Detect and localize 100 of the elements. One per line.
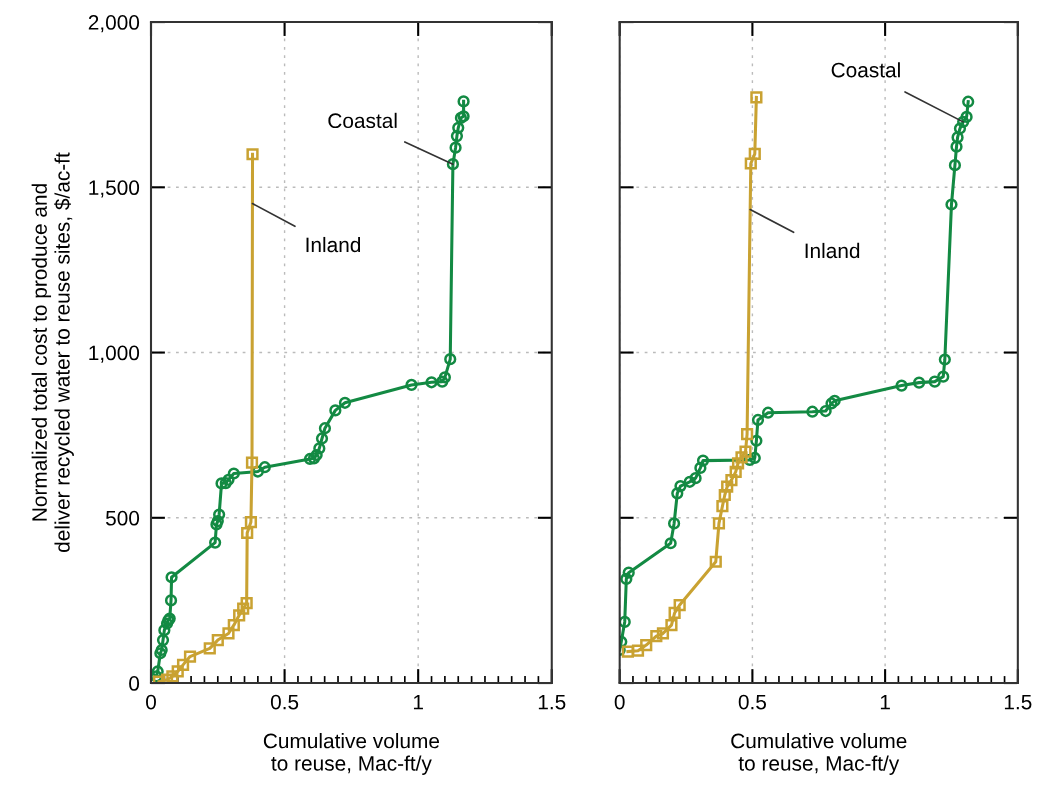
point — [709, 555, 722, 568]
x-tick-label: 0.5 — [270, 694, 299, 710]
x-tick-label: 1.5 — [538, 694, 566, 710]
point — [338, 396, 352, 409]
point — [436, 375, 449, 388]
point — [631, 644, 645, 657]
y-tick-label: 1,500 — [89, 180, 140, 198]
point — [962, 95, 975, 108]
point — [650, 630, 663, 643]
point — [619, 615, 631, 629]
point — [945, 198, 958, 211]
point — [620, 572, 633, 586]
point — [318, 422, 332, 435]
point — [622, 566, 635, 579]
point — [158, 624, 171, 637]
point — [912, 376, 926, 389]
point — [244, 515, 258, 529]
point — [165, 571, 178, 584]
x-tick-label: 0.5 — [738, 694, 767, 710]
point — [222, 473, 235, 486]
point — [233, 609, 246, 622]
point — [806, 405, 819, 418]
point — [241, 526, 254, 540]
point — [215, 477, 228, 490]
point — [895, 379, 908, 392]
point — [740, 428, 754, 441]
point — [156, 633, 170, 647]
point — [203, 642, 216, 655]
point — [761, 406, 775, 419]
point — [819, 404, 832, 418]
point — [211, 514, 224, 528]
point — [729, 465, 742, 478]
point — [450, 129, 464, 143]
point — [751, 413, 765, 427]
point — [444, 353, 457, 366]
point — [716, 500, 729, 513]
point — [183, 650, 197, 663]
point — [211, 633, 224, 647]
point — [950, 140, 963, 153]
point — [155, 643, 168, 657]
point — [951, 131, 964, 144]
point — [222, 627, 235, 640]
point — [227, 619, 240, 632]
x-axis-title: Cumulative volume to reuse, Mac-ft/y — [263, 733, 440, 775]
point — [240, 596, 253, 610]
point — [689, 472, 702, 485]
point — [735, 451, 748, 464]
point — [446, 158, 460, 171]
point — [731, 457, 745, 470]
point — [664, 537, 677, 550]
point — [307, 452, 321, 465]
point — [237, 602, 250, 615]
point — [425, 376, 438, 389]
point — [313, 442, 326, 455]
point — [171, 665, 184, 678]
point — [948, 159, 962, 172]
point — [938, 353, 951, 366]
point — [227, 467, 240, 480]
point — [210, 518, 223, 531]
point — [258, 461, 271, 474]
y-axis-title: Normalized total cost to produce and deliver recycled water to reuse sites, $/ac-ft — [31, 152, 74, 552]
point — [748, 147, 761, 161]
x-tick-label: 0 — [146, 694, 156, 710]
point — [438, 371, 451, 384]
point — [405, 378, 418, 392]
y-tick-label: 1,000 — [89, 345, 140, 363]
point — [219, 476, 232, 490]
point — [329, 404, 342, 417]
point — [696, 454, 710, 467]
point — [937, 370, 950, 383]
point — [671, 487, 684, 500]
point — [452, 121, 465, 134]
point — [303, 452, 317, 466]
point — [667, 517, 681, 530]
point — [176, 658, 190, 671]
point — [960, 110, 973, 124]
point — [457, 95, 470, 108]
point — [953, 122, 967, 135]
point — [718, 488, 731, 502]
y-tick-label: 0 — [129, 676, 140, 691]
point — [164, 594, 178, 607]
point — [449, 141, 462, 154]
point — [725, 474, 738, 487]
point — [621, 645, 635, 658]
point — [213, 508, 226, 521]
point — [683, 475, 696, 488]
text: Coastal — [328, 112, 397, 129]
point — [673, 598, 686, 612]
point — [744, 157, 757, 170]
point — [154, 647, 167, 660]
x-tick-label: 1 — [880, 694, 890, 710]
point — [739, 445, 752, 458]
text: Inland — [805, 242, 860, 259]
point — [750, 91, 763, 104]
point — [245, 456, 259, 469]
point — [665, 619, 678, 632]
point — [209, 536, 222, 549]
x-tick-label: 0 — [614, 694, 625, 710]
y-tick-label: 500 — [105, 510, 140, 526]
point — [712, 517, 726, 530]
